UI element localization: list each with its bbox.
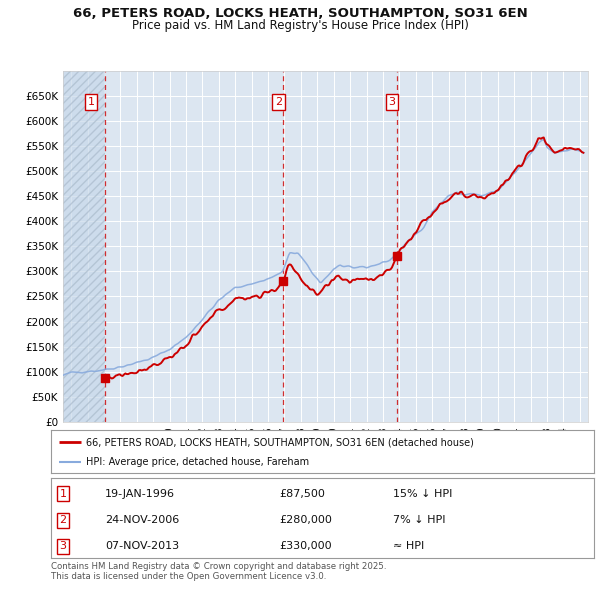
Text: Contains HM Land Registry data © Crown copyright and database right 2025.
This d: Contains HM Land Registry data © Crown c… [51,562,386,581]
Text: £280,000: £280,000 [279,515,332,525]
Text: 07-NOV-2013: 07-NOV-2013 [106,542,179,552]
Text: 2: 2 [275,97,283,107]
Text: 3: 3 [388,97,395,107]
Text: 15% ↓ HPI: 15% ↓ HPI [393,489,452,499]
Text: HPI: Average price, detached house, Fareham: HPI: Average price, detached house, Fare… [86,457,310,467]
Text: 1: 1 [88,97,94,107]
Text: 2: 2 [59,515,67,525]
Text: £87,500: £87,500 [279,489,325,499]
Text: ≈ HPI: ≈ HPI [393,542,424,552]
Bar [63,71,105,422]
Text: 3: 3 [59,542,67,552]
Text: 7% ↓ HPI: 7% ↓ HPI [393,515,446,525]
Text: 66, PETERS ROAD, LOCKS HEATH, SOUTHAMPTON, SO31 6EN: 66, PETERS ROAD, LOCKS HEATH, SOUTHAMPTO… [73,7,527,20]
Text: 66, PETERS ROAD, LOCKS HEATH, SOUTHAMPTON, SO31 6EN (detached house): 66, PETERS ROAD, LOCKS HEATH, SOUTHAMPTO… [86,437,474,447]
Text: £330,000: £330,000 [279,542,332,552]
Text: 24-NOV-2006: 24-NOV-2006 [106,515,179,525]
Text: 1: 1 [59,489,67,499]
Text: 19-JAN-1996: 19-JAN-1996 [106,489,175,499]
Text: Price paid vs. HM Land Registry's House Price Index (HPI): Price paid vs. HM Land Registry's House … [131,19,469,32]
